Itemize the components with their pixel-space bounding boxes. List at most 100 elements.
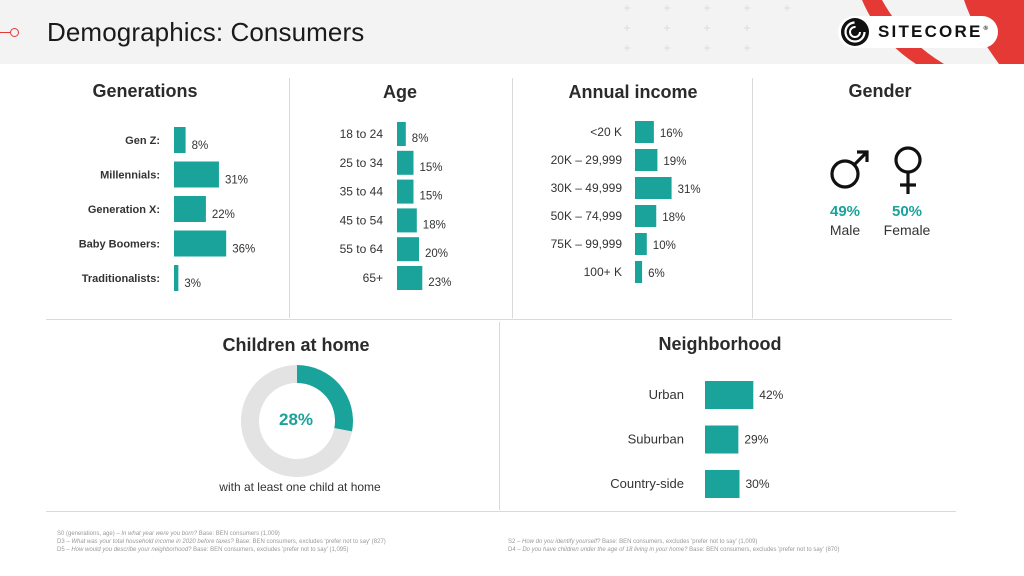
value-label: 10% (653, 240, 676, 252)
generations-chart: Gen Z: 8% Millennials: 31% Generation X: 22% B… (46, 120, 289, 300)
category-label: 18 to 24 (340, 127, 384, 141)
bar (635, 177, 672, 199)
header-bar: Demographics: Consumers SITECORE® (0, 0, 1024, 64)
bar (635, 121, 654, 143)
footnotes-left: S0 (generations, age) – In what year wer… (57, 530, 386, 554)
category-label: 75K – 99,999 (551, 237, 623, 251)
category-label: Generation X: (88, 204, 160, 216)
divider-v2 (512, 78, 513, 318)
category-label: Country-side (610, 476, 684, 491)
category-label: 45 to 54 (340, 213, 384, 227)
footnote-line: D3 – What was your total household incom… (57, 538, 386, 546)
children-subtitle: with at least one child at home (190, 480, 410, 494)
bar (635, 205, 656, 227)
children-pct: 28% (266, 410, 326, 430)
value-label: 8% (192, 140, 209, 152)
male-label: Male (810, 222, 880, 238)
category-label: 55 to 64 (340, 242, 384, 256)
sitecore-logo-icon (840, 17, 870, 47)
gender-title: Gender (810, 81, 950, 102)
value-label: 36% (232, 244, 255, 256)
female-symbol-icon (890, 144, 926, 196)
category-label: <20 K (590, 125, 622, 139)
logo-text: SITECORE® (878, 22, 990, 42)
value-label: 20% (425, 248, 448, 260)
footnote-line: S0 (generations, age) – In what year wer… (57, 530, 386, 538)
bar (174, 231, 226, 257)
value-label: 31% (225, 175, 248, 187)
gender-male: 49% Male (810, 203, 880, 238)
neighborhood-chart: Urban 42% Suburban 29% Country-side 30% (560, 370, 860, 510)
bar (397, 180, 414, 204)
bar (635, 233, 647, 255)
category-label: 20K – 29,999 (551, 153, 623, 167)
bar (635, 261, 642, 283)
bar (397, 266, 422, 290)
value-label: 6% (648, 268, 665, 280)
category-label: Traditionalists: (82, 273, 160, 285)
bar (397, 122, 406, 146)
bar (705, 381, 753, 409)
value-label: 18% (423, 219, 446, 231)
value-label: 3% (184, 278, 201, 290)
footnote-line: D5 – How would you describe your neighbo… (57, 546, 386, 554)
bar (705, 426, 738, 454)
value-label: 16% (660, 128, 683, 140)
footnote-line: S2 – How do you identify yourself? Base:… (508, 538, 839, 546)
value-label: 15% (420, 162, 443, 174)
sitecore-logo: SITECORE® (838, 16, 998, 48)
bar (397, 237, 419, 261)
footnote-line: D4 – Do you have children under the age … (508, 546, 839, 554)
page-title: Demographics: Consumers (47, 17, 364, 48)
category-label: 30K – 49,999 (551, 181, 623, 195)
bar (705, 470, 740, 498)
divider-h1 (46, 319, 952, 320)
income-chart: <20 K 16% 20K – 29,999 19% 30K – 49,999 31% 50… (515, 118, 751, 293)
bar (174, 265, 178, 291)
category-label: Baby Boomers: (79, 239, 160, 251)
male-pct: 49% (810, 203, 880, 220)
divider-v3 (752, 78, 753, 318)
value-label: 31% (678, 184, 701, 196)
value-label: 15% (420, 191, 443, 203)
value-label: 19% (663, 156, 686, 168)
category-label: Millennials: (100, 170, 160, 182)
bar (397, 208, 417, 232)
value-label: 23% (428, 277, 451, 289)
value-label: 30% (746, 477, 770, 491)
value-label: 8% (412, 133, 429, 145)
category-label: 35 to 44 (340, 185, 384, 199)
header-accent-line (0, 32, 10, 33)
category-label: 25 to 34 (340, 156, 384, 170)
category-label: 100+ K (584, 265, 622, 279)
income-title: Annual income (548, 82, 718, 103)
bar (174, 162, 219, 188)
category-label: 65+ (363, 271, 383, 285)
value-label: 29% (744, 433, 768, 447)
footnotes-right: S2 – How do you identify yourself? Base:… (508, 538, 839, 554)
category-label: Gen Z: (125, 135, 160, 147)
female-pct: 50% (872, 203, 942, 220)
female-label: Female (872, 222, 942, 238)
category-label: Urban (649, 387, 684, 402)
header-accent-dot (10, 28, 19, 37)
generations-title: Generations (60, 81, 230, 102)
bar (635, 149, 657, 171)
age-title: Age (340, 82, 460, 103)
value-label: 42% (759, 388, 783, 402)
category-label: Suburban (628, 432, 684, 447)
gender-female: 50% Female (872, 203, 942, 238)
value-label: 22% (212, 209, 235, 221)
children-title: Children at home (196, 335, 396, 356)
age-chart: 18 to 24 8% 25 to 34 15% 35 to 44 15% 45 to 54… (300, 118, 510, 298)
category-label: 50K – 74,999 (551, 209, 623, 223)
value-label: 18% (662, 212, 685, 224)
male-symbol-icon (827, 146, 873, 192)
bar (397, 151, 414, 175)
divider-h2 (46, 511, 956, 512)
divider-v4 (499, 322, 500, 510)
neighborhood-title: Neighborhood (620, 334, 820, 355)
bar (174, 196, 206, 222)
divider-v1 (289, 78, 290, 318)
bar (174, 127, 186, 153)
